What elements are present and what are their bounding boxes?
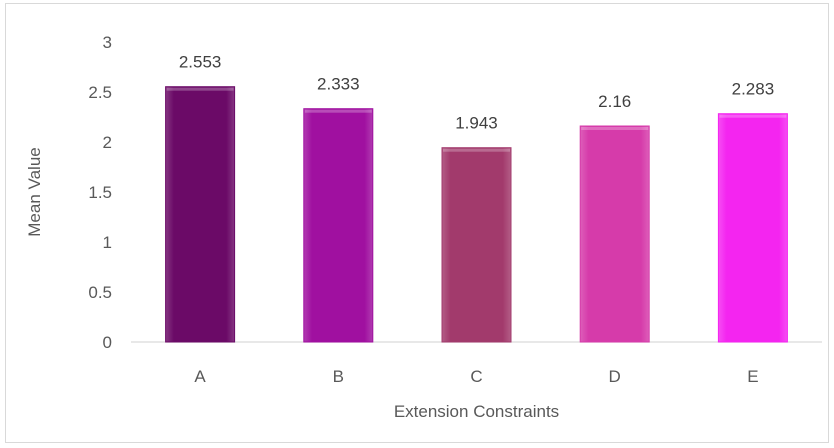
x-axis-title: Extension Constraints [394,402,559,421]
bar-a [165,86,236,343]
bar-highlight [581,127,649,130]
bar-highlight [304,109,372,113]
bar-highlight [719,114,787,118]
y-axis-ticks: 0 0.5 1 1.5 2 2.5 3 [88,33,112,352]
x-tick-label: A [194,367,206,386]
bar-c [441,147,512,343]
y-tick-label: 0 [103,333,112,352]
bar-d [579,125,650,343]
bar-highlight [166,87,234,91]
y-tick-label: 1.5 [88,183,112,202]
data-label-d: 2.16 [598,92,631,111]
data-label-a: 2.553 [179,53,222,72]
y-tick-label: 2.5 [88,83,112,102]
y-axis-title: Mean Value [25,147,44,236]
bar-e [717,113,788,343]
bars [165,86,788,343]
y-tick-label: 1 [103,233,112,252]
data-label-e: 2.283 [732,80,775,99]
x-tick-label: E [747,367,758,386]
x-tick-label: B [333,367,344,386]
y-tick-label: 3 [103,33,112,52]
y-tick-label: 2 [103,133,112,152]
data-labels: 2.553 2.333 1.943 2.16 2.283 [179,53,774,133]
x-tick-label: D [609,367,621,386]
bar-highlight [443,148,510,152]
chart-frame [5,3,829,443]
data-label-c: 1.943 [455,114,498,133]
y-tick-label: 0.5 [88,283,112,302]
data-label-b: 2.333 [317,75,360,94]
bar-b [303,108,374,343]
x-axis-ticks: A B C D E [194,367,758,386]
x-tick-label: C [470,367,482,386]
